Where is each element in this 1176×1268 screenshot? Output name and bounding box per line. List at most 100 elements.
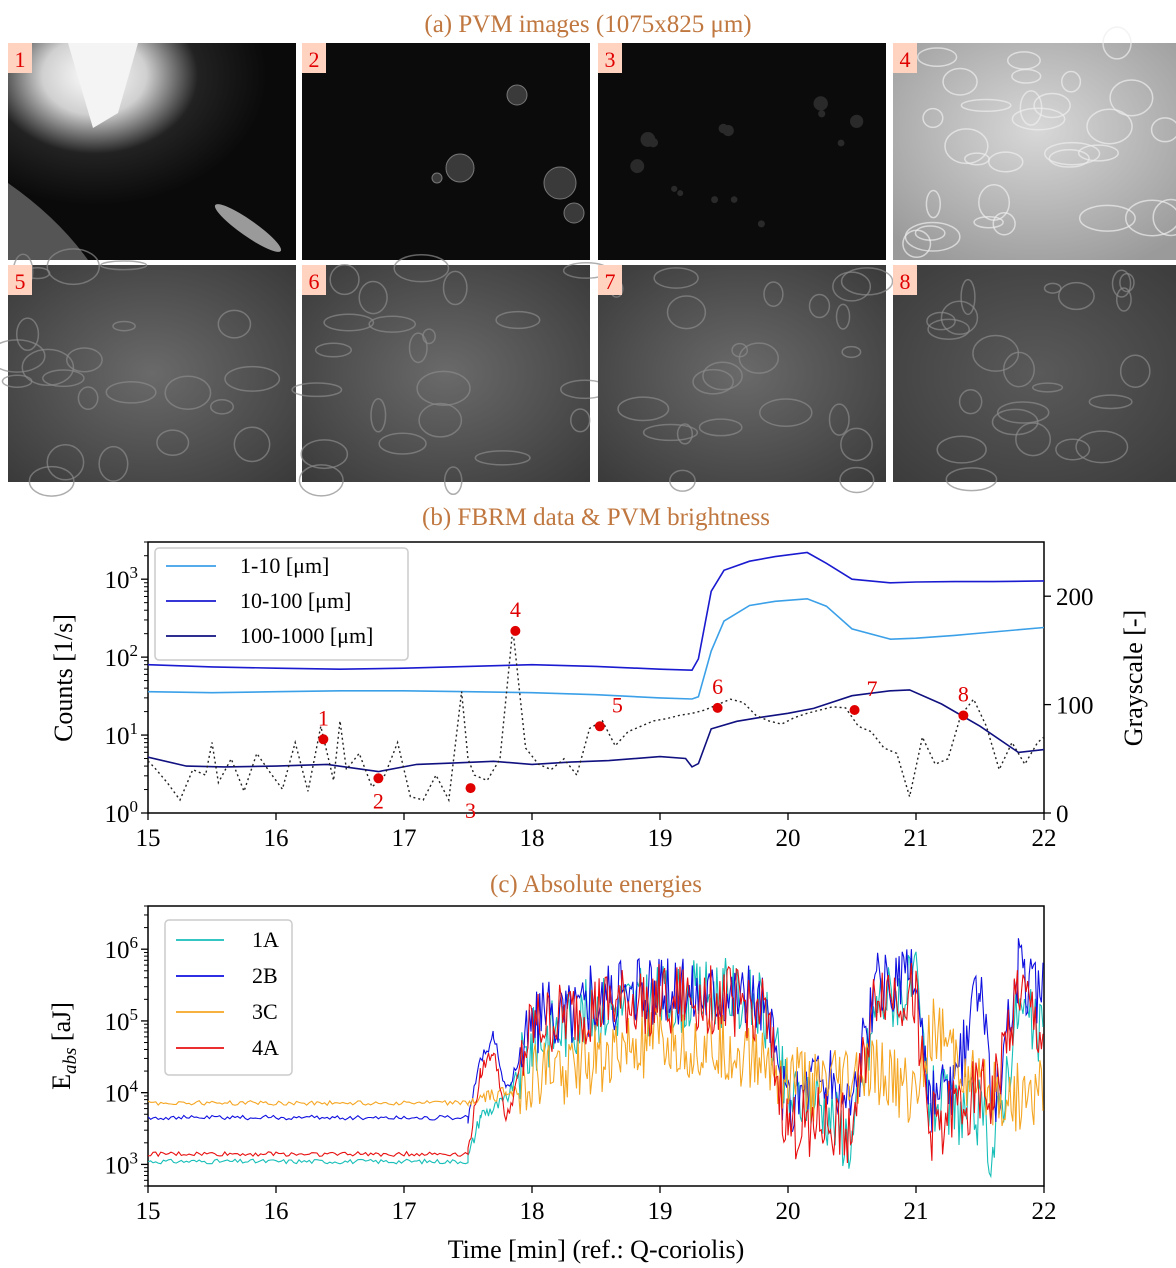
fbrm-series-line (148, 551, 1044, 672)
particle-shape (543, 166, 577, 200)
texture-shape (358, 280, 388, 315)
pvm-marker-point (465, 783, 476, 794)
texture-shape (1060, 70, 1082, 93)
energy-legend: 1A 2B 3C 4A (164, 919, 293, 1076)
pvm-image-grid: 1 2 3 4 5 6 7 8 (0, 26, 1176, 497)
texture-shape (46, 248, 100, 286)
texture-shape (1002, 351, 1035, 388)
texture-shape (1119, 354, 1151, 388)
texture-shape (763, 281, 784, 307)
texture-shape (393, 254, 450, 283)
texture-shape (676, 423, 693, 445)
energy-legend-label: 1A (252, 927, 279, 952)
particle-shape (445, 153, 475, 183)
texture-shape (474, 450, 531, 466)
image-label-box (598, 265, 622, 295)
energy-ylabel: Eabs [aJ] (47, 1002, 81, 1090)
texture-shape (570, 408, 591, 433)
fbrm-xtick-label: 22 (1032, 825, 1057, 852)
texture-shape (808, 293, 831, 319)
texture-shape (940, 300, 979, 336)
texture-shape (702, 361, 743, 391)
energy-ytick-label: 103 (105, 1148, 139, 1179)
pvm-image-6: 6 (291, 254, 611, 497)
texture-shape (1043, 282, 1062, 294)
texture-shape (42, 369, 85, 388)
texture-shape (698, 418, 743, 437)
texture-shape (105, 381, 157, 404)
texture-shape (731, 342, 749, 358)
fbrm-xtick-label: 15 (136, 825, 161, 852)
texture-shape (1055, 438, 1091, 461)
texture-shape (925, 189, 941, 219)
pvm-image-background (8, 265, 296, 482)
texture-shape (209, 398, 234, 415)
texture-shape (98, 445, 129, 482)
energy-xtick-label: 20 (776, 1198, 801, 1225)
texture-shape (839, 466, 875, 494)
texture-shape (653, 267, 699, 289)
texture-shape (1, 374, 33, 388)
bright-particle-shape (68, 43, 138, 128)
pvm-marker-label: 5 (612, 692, 623, 717)
fbrm-legend-label: 1-10 [μm] (240, 553, 329, 578)
fbrm-xtick-label: 19 (648, 825, 673, 852)
floc-shape (730, 196, 738, 203)
texture-shape (329, 264, 360, 296)
texture-shape (1102, 26, 1132, 60)
particle-shape (431, 172, 443, 184)
energy-legend-label: 4A (252, 1035, 279, 1060)
energy-xtick-label: 19 (648, 1198, 673, 1225)
texture-shape (408, 332, 428, 364)
texture-shape (1057, 281, 1095, 311)
texture-shape (368, 315, 417, 333)
texture-shape (217, 309, 252, 339)
floc-shape (813, 96, 828, 111)
texture-shape (987, 151, 1024, 173)
fbrm-ytick-label: 101 (105, 719, 139, 750)
pvm-marker-point (318, 734, 329, 745)
energy-legend-label: 3C (252, 999, 278, 1024)
texture-shape (1011, 107, 1066, 131)
texture-shape (233, 426, 271, 463)
fbrm-xtick-label: 18 (520, 825, 545, 852)
fbrm-plot-frame (147, 541, 1045, 814)
fbrm-ylabel: Counts [1/s] (49, 614, 78, 742)
texture-shape (1077, 144, 1120, 162)
energy-xtick-label: 18 (520, 1198, 545, 1225)
pvm-marker-label: 3 (465, 798, 476, 823)
texture-shape (1152, 198, 1176, 237)
fbrm-legend: 1-10 [μm] 10-100 [μm] 100-1000 [μm] (154, 547, 409, 661)
texture-shape (642, 423, 699, 442)
image-label-box (598, 43, 622, 73)
texture-shape (1111, 269, 1132, 298)
image-label-box (8, 43, 32, 73)
image-label: 8 (900, 269, 911, 294)
floc-shape (671, 185, 678, 192)
texture-shape (1048, 149, 1090, 168)
floc-shape (640, 132, 656, 147)
image-label-box (893, 265, 917, 295)
image-label: 2 (309, 47, 320, 72)
floc-shape (677, 190, 684, 197)
image-label: 4 (900, 47, 911, 72)
texture-shape (422, 328, 436, 345)
texture-shape (960, 278, 976, 316)
energy-ytick-label: 105 (105, 1005, 139, 1036)
pvm-image-background (598, 43, 886, 260)
texture-shape (960, 98, 1012, 113)
texture-shape (46, 444, 85, 481)
fbrm-y2tick-label: 200 (1056, 584, 1094, 611)
texture-shape (738, 342, 780, 374)
fbrm-xtick-label: 20 (776, 825, 801, 852)
gray-region-shape (8, 183, 88, 260)
image-label: 3 (605, 47, 616, 72)
texture-shape (300, 439, 349, 470)
fbrm-y2label: Grayscale [-] (1119, 610, 1148, 746)
texture-shape (298, 464, 344, 497)
texture-shape (936, 435, 987, 464)
energy-ytick-label: 104 (105, 1077, 139, 1108)
energy-xtick-label: 15 (136, 1198, 161, 1225)
texture-shape (164, 375, 212, 410)
energy-plot-frame (147, 905, 1045, 1187)
